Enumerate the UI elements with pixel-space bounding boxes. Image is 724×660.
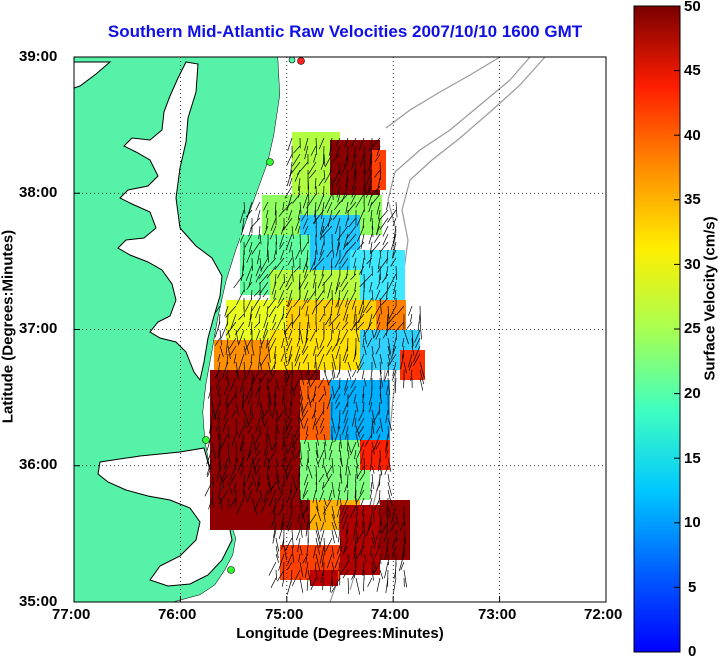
colorbar-tick-label: 20 bbox=[684, 385, 701, 402]
velocity-vector bbox=[404, 378, 405, 388]
colorbar-tick-label: 50 bbox=[684, 0, 701, 15]
velocity-vector bbox=[252, 258, 253, 271]
velocity-vector bbox=[316, 298, 317, 314]
colorbar-label: Surface Velocity (cm/s) bbox=[702, 149, 719, 449]
colorbar-tick-label: 35 bbox=[684, 191, 701, 208]
x-tick-label: 74:00 bbox=[371, 606, 409, 623]
colorbar bbox=[634, 6, 680, 652]
velocity-vector bbox=[332, 330, 333, 338]
station-marker[interactable] bbox=[267, 159, 274, 166]
y-tick-label: 36:00 bbox=[19, 456, 57, 473]
x-axis-label: Longitude (Degrees:Minutes) bbox=[74, 625, 606, 642]
y-tick-label: 39:00 bbox=[19, 48, 57, 65]
velocity-vector bbox=[268, 250, 269, 263]
velocity-vector bbox=[380, 266, 381, 280]
colorbar-tick-label: 10 bbox=[684, 514, 701, 531]
colorbar-tick-label: 40 bbox=[684, 127, 701, 144]
colorbar-tick-label: 45 bbox=[684, 62, 701, 79]
x-tick-label: 75:00 bbox=[265, 606, 303, 623]
station-marker[interactable] bbox=[289, 57, 295, 63]
colorbar-tick-label: 0 bbox=[688, 643, 696, 660]
station-marker-red[interactable] bbox=[298, 58, 305, 65]
colorbar-tick-label: 15 bbox=[684, 450, 701, 467]
y-tick-label: 38:00 bbox=[19, 184, 57, 201]
colorbar-tick-label: 5 bbox=[688, 579, 696, 596]
station-marker[interactable] bbox=[228, 567, 235, 574]
y-axis-label: Latitude (Degrees:Minutes) bbox=[0, 177, 17, 477]
velocity-vector bbox=[268, 466, 269, 479]
colorbar-tick-label: 30 bbox=[684, 256, 701, 273]
velocity-vector bbox=[388, 402, 389, 415]
velocity-vector bbox=[372, 386, 373, 395]
colorbar-tick-label: 25 bbox=[684, 320, 701, 337]
x-tick-label: 72:00 bbox=[584, 606, 622, 623]
velocity-vector bbox=[332, 290, 333, 305]
velocity-vector bbox=[364, 522, 365, 538]
x-tick-label: 77:00 bbox=[52, 606, 90, 623]
station-marker[interactable] bbox=[203, 437, 210, 444]
y-tick-label: 37:00 bbox=[19, 320, 57, 337]
x-tick-label: 76:00 bbox=[158, 606, 196, 623]
x-tick-label: 73:00 bbox=[478, 606, 516, 623]
velocity-vector bbox=[364, 458, 365, 474]
